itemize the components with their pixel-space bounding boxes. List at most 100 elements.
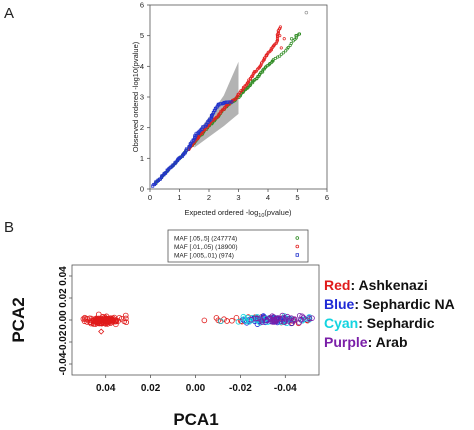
qq-point <box>269 48 274 52</box>
population-legend: Red: Ashkenazi Blue: Sephardic NA Cyan: Se… <box>324 277 455 350</box>
maf-legend-marker <box>295 236 300 240</box>
pca-point <box>300 314 307 321</box>
pca-point <box>306 314 313 320</box>
qq-point <box>163 171 167 176</box>
population-legend-entry: Cyan: Sephardic <box>324 315 435 331</box>
qq-point <box>291 39 295 43</box>
pca-point <box>103 316 110 322</box>
pca-x-tick-label: -0.02 <box>229 383 252 394</box>
maf-legend-marker <box>295 253 299 257</box>
qq-point <box>294 34 298 38</box>
pca-point <box>101 315 108 322</box>
qq-point <box>281 51 285 55</box>
qq-point <box>164 171 168 175</box>
population-legend-entry: Purple: Arab <box>324 334 408 350</box>
qq-point <box>249 83 253 87</box>
pca-point <box>261 315 268 321</box>
pca-point <box>87 319 93 326</box>
qq-y-tick-label: 0 <box>140 185 144 194</box>
qq-point <box>278 34 282 38</box>
pca-y-tick-label: 0.02 <box>58 288 69 308</box>
qq-point <box>237 92 241 96</box>
qq-point <box>266 50 270 54</box>
qq-point <box>286 46 290 50</box>
qq-x-tick-label: 4 <box>266 193 270 202</box>
pca-cluster-red <box>80 311 130 328</box>
qq-point <box>218 111 222 115</box>
pca-cluster-purple <box>248 312 315 326</box>
qq-point <box>278 26 282 31</box>
qq-point <box>273 56 277 61</box>
pca-point <box>291 316 298 322</box>
panel-b-label: B <box>4 219 14 236</box>
pca-point <box>309 315 315 321</box>
qq-point <box>271 59 275 63</box>
qq-plot: 0 1 2 3 4 5 6 0 1 2 3 4 5 6 Observed ordered -log10(p… <box>131 1 329 220</box>
qq-y-tick-label: 4 <box>140 62 144 71</box>
qq-point <box>284 49 288 53</box>
pca-point <box>224 318 230 324</box>
pca-x-tick-label: 0.02 <box>141 383 161 394</box>
population-legend-entry: Red: Ashkenazi <box>324 277 428 293</box>
qq-point <box>230 100 234 104</box>
pca-x-tick-label: -0.04 <box>274 383 297 394</box>
qq-x-tick-label: 5 <box>295 193 299 202</box>
pca-point <box>274 315 281 322</box>
pca-y-tick-label: -0.04 <box>58 352 69 375</box>
pca-plot: 0.04 0.02 0.00 -0.02 -0.04-0.04-0.020.000.02… <box>9 264 320 429</box>
qq-point <box>241 85 246 89</box>
pca-point <box>86 315 93 322</box>
pca-point <box>123 315 129 322</box>
population-legend-entry: Blue: Sephardic NA <box>324 296 455 312</box>
qq-point <box>228 100 232 104</box>
pca-x-tick-label: 0.04 <box>96 383 116 394</box>
qq-series-2 <box>151 100 234 188</box>
pca-point <box>252 315 259 322</box>
qq-point <box>226 100 230 104</box>
pca-point <box>254 315 261 322</box>
qq-x-tick-label: 1 <box>177 193 181 202</box>
pca-point <box>267 314 273 321</box>
pca-outlier-point <box>98 328 105 335</box>
qq-point <box>279 52 283 56</box>
maf-legend-marker <box>295 244 300 249</box>
qq-y-tick-label: 1 <box>140 154 144 163</box>
qq-point <box>289 37 294 41</box>
qq-x-tick-label: 2 <box>207 193 211 202</box>
pca-y-tick-label: 0.04 <box>58 266 69 286</box>
maf-legend: MAF [.05,.5] (247774) MAF [.01,.05) (1890… <box>167 229 309 263</box>
qq-point <box>304 10 309 15</box>
pca-point <box>80 316 87 322</box>
pca-point <box>240 313 247 320</box>
pca-point <box>241 315 248 322</box>
pca-point <box>285 318 292 324</box>
pca-point <box>218 318 224 325</box>
pca-x-tick-label: 0.00 <box>186 383 206 394</box>
pca-point <box>95 311 102 318</box>
pca-point <box>229 317 235 324</box>
pca-point <box>299 313 305 320</box>
pca-point <box>201 317 208 324</box>
pca-point <box>283 316 289 323</box>
qq-y-axis-label: Observed ordered -log10(pvalue) <box>131 41 140 152</box>
pca-point <box>103 318 110 325</box>
pca-point <box>94 317 101 324</box>
pca-point <box>122 312 129 319</box>
qq-point <box>297 32 301 36</box>
qq-point <box>187 145 191 149</box>
qq-x-tick-label: 3 <box>236 193 240 202</box>
pca-point <box>306 315 313 322</box>
qq-point <box>245 86 250 90</box>
qq-point <box>184 147 189 151</box>
panel-a-label: A <box>4 5 14 22</box>
qq-point <box>275 38 280 42</box>
qq-x-tick-label: 0 <box>148 193 152 202</box>
pca-y-tick-label: -0.02 <box>58 330 69 353</box>
qq-x-tick-label: 6 <box>325 193 329 202</box>
qq-point <box>246 80 251 84</box>
qq-point <box>216 102 220 106</box>
pca-x-axis-label: PCA1 <box>173 410 218 429</box>
maf-legend-entry: MAF [.05,.5] (247774) <box>174 235 237 242</box>
qq-y-tick-label: 5 <box>140 31 144 40</box>
